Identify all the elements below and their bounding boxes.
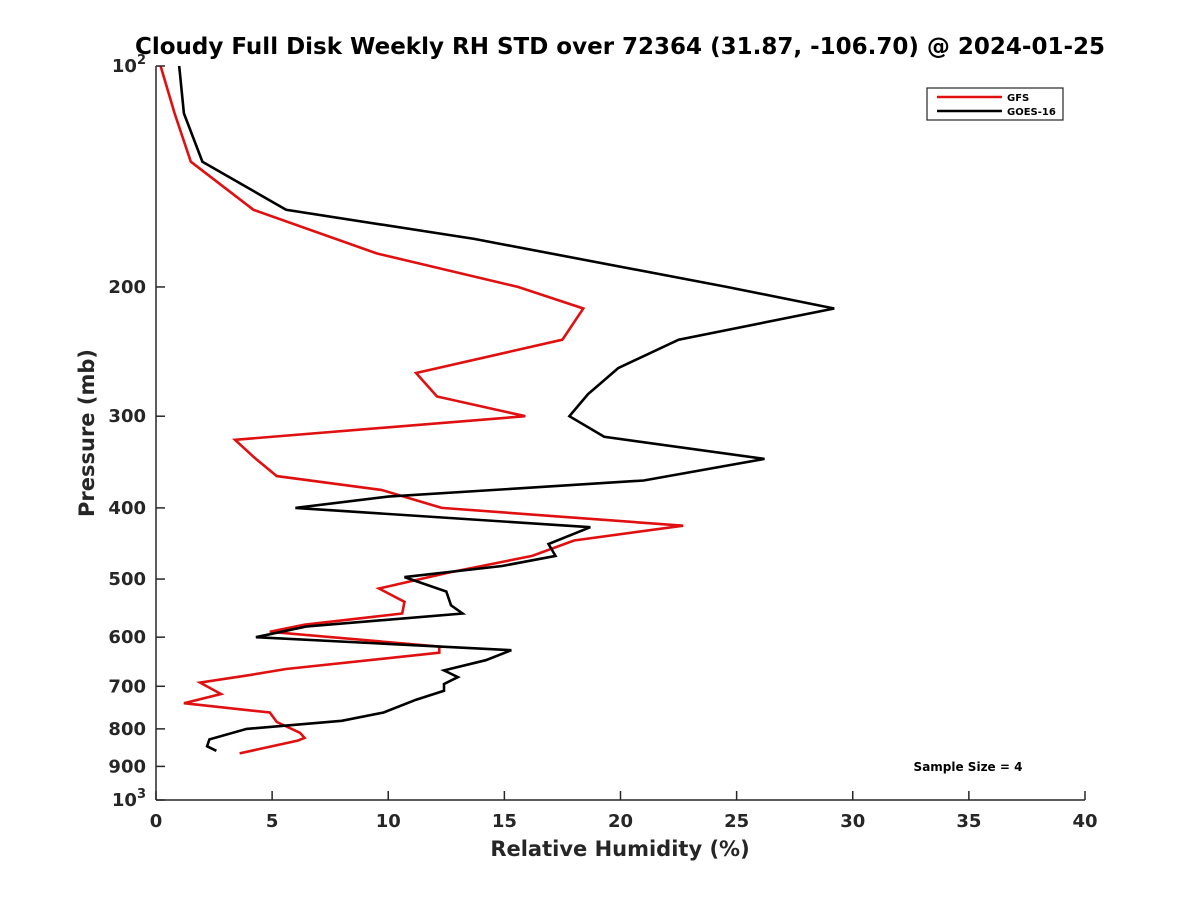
y-tick-label: 400 — [108, 498, 146, 519]
x-tick-label: 10 — [376, 811, 401, 832]
y-axis-label: Pressure (mb) — [75, 349, 99, 517]
plot-area — [155, 65, 1085, 801]
x-tick-label: 25 — [724, 811, 749, 832]
y-axis-ticks: 102 200 300 400 500 600 700 800 900 103 — [108, 53, 165, 811]
series-line-goes-16 — [177, 65, 835, 752]
series-layer — [159, 65, 835, 755]
x-tick-label: 40 — [1072, 811, 1097, 832]
x-tick-label: 15 — [492, 811, 517, 832]
chart-title: Cloudy Full Disk Weekly RH STD over 7236… — [135, 34, 1105, 60]
legend-label: GFS — [1007, 93, 1029, 104]
y-tick-label: 300 — [108, 406, 146, 427]
plot-frame — [156, 66, 1085, 800]
x-tick-label: 20 — [608, 811, 633, 832]
y-tick-label: 900 — [108, 756, 146, 777]
series-line-gfs — [159, 65, 684, 755]
sample-size-annotation: Sample Size = 4 — [914, 760, 1023, 774]
x-tick-label: 30 — [840, 811, 865, 832]
x-axis-label: Relative Humidity (%) — [490, 837, 749, 861]
legend-box — [926, 87, 1064, 121]
y-tick-label: 102 — [112, 53, 146, 77]
x-tick-label: 35 — [956, 811, 981, 832]
legend: GFS GOES-16 — [926, 87, 1064, 121]
legend-label: GOES-16 — [1007, 107, 1056, 118]
x-tick-label: 0 — [150, 811, 163, 832]
y-tick-label: 500 — [108, 569, 146, 590]
y-tick-label: 200 — [108, 277, 146, 298]
x-tick-label: 5 — [266, 811, 279, 832]
x-axis-ticks: 0 5 10 15 20 25 30 35 40 — [150, 791, 1098, 832]
y-tick-label: 103 — [112, 787, 146, 811]
y-tick-label: 800 — [108, 719, 146, 740]
y-tick-label: 700 — [108, 676, 146, 697]
y-tick-label: 600 — [108, 627, 146, 648]
